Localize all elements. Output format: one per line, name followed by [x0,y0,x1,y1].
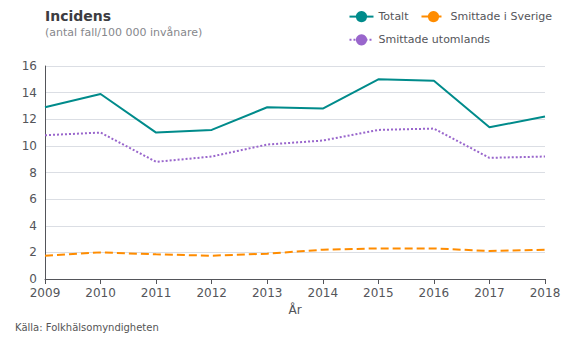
svg-text:2016: 2016 [419,286,450,300]
svg-text:Totalt: Totalt [377,10,409,23]
svg-text:2014: 2014 [308,286,339,300]
svg-text:10: 10 [22,139,37,153]
svg-text:Smittade i Sverige: Smittade i Sverige [450,10,552,23]
svg-text:Incidens: Incidens [45,8,111,24]
svg-text:(antal fall/100 000 invånare): (antal fall/100 000 invånare) [45,26,202,39]
svg-text:2009: 2009 [30,286,61,300]
svg-text:4: 4 [29,219,37,233]
svg-text:16: 16 [22,59,37,73]
svg-text:Källa: Folkhälsomyndigheten: Källa: Folkhälsomyndigheten [15,322,159,333]
svg-text:2012: 2012 [196,286,227,300]
svg-text:Smittade utomlands: Smittade utomlands [378,33,490,46]
svg-text:2: 2 [29,245,37,259]
svg-text:2018: 2018 [530,286,561,300]
svg-text:0: 0 [29,272,37,286]
svg-text:8: 8 [29,166,37,180]
svg-text:2010: 2010 [85,286,116,300]
svg-text:2013: 2013 [252,286,283,300]
svg-text:12: 12 [22,112,37,126]
svg-text:2017: 2017 [474,286,505,300]
svg-text:2011: 2011 [141,286,172,300]
svg-text:År: År [288,302,301,317]
svg-text:14: 14 [22,86,37,100]
svg-text:2015: 2015 [363,286,394,300]
svg-text:6: 6 [29,192,37,206]
